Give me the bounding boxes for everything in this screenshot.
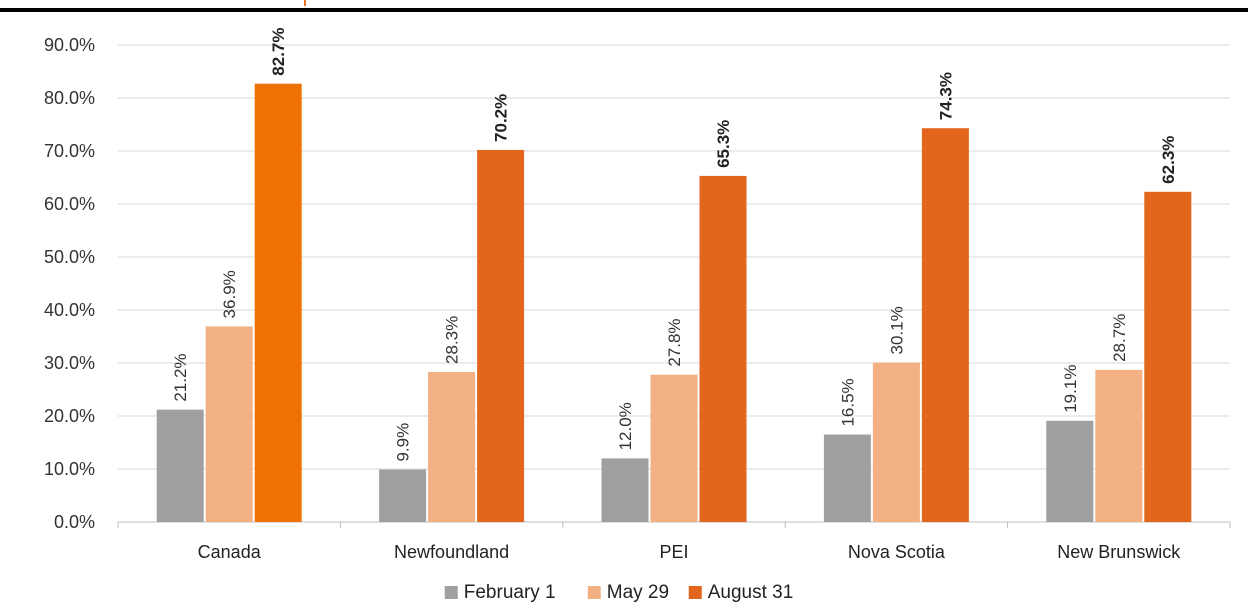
category-label: Newfoundland xyxy=(394,542,509,562)
x-axis-categories: Canada Newfoundland PEI Nova Scotia New Brun… xyxy=(198,542,1182,562)
data-label: 12.0% xyxy=(616,402,635,450)
bar xyxy=(601,458,649,522)
y-tick-label: 70.0% xyxy=(44,141,95,161)
y-tick-label: 20.0% xyxy=(44,406,95,426)
bar xyxy=(254,83,302,522)
category-label: Nova Scotia xyxy=(848,542,946,562)
category-label: PEI xyxy=(659,542,688,562)
data-label: 28.3% xyxy=(443,316,462,364)
data-label: 82.7% xyxy=(269,27,288,75)
bar xyxy=(872,362,920,522)
y-tick-label: 0.0% xyxy=(54,512,95,532)
data-label: 9.9% xyxy=(394,423,413,462)
bar xyxy=(428,372,476,522)
category-label: New Brunswick xyxy=(1057,542,1181,562)
bar xyxy=(1046,420,1094,522)
top-accent-mark xyxy=(304,0,306,6)
y-tick-label: 80.0% xyxy=(44,88,95,108)
y-axis-ticks: 0.0% 10.0% 20.0% 30.0% 40.0% 50.0% 60.0% 70.0% 8… xyxy=(44,35,95,532)
data-label: 21.2% xyxy=(171,353,190,401)
legend-swatch xyxy=(444,586,458,599)
data-labels: 21.2% 36.9% 82.7% 9.9% 28.3% 70.2% 12.0% 27.8% 6… xyxy=(171,27,1178,461)
bar xyxy=(156,409,204,522)
category-label: Canada xyxy=(198,542,262,562)
y-tick-label: 90.0% xyxy=(44,35,95,55)
data-label: 16.5% xyxy=(838,378,857,426)
y-tick-label: 30.0% xyxy=(44,353,95,373)
data-label: 65.3% xyxy=(714,120,733,168)
legend-swatch xyxy=(587,586,601,599)
data-label: 30.1% xyxy=(887,306,906,354)
bar xyxy=(921,128,969,522)
bar xyxy=(379,469,427,522)
bars xyxy=(156,83,1192,522)
bar xyxy=(205,326,253,522)
data-label: 70.2% xyxy=(492,94,511,142)
bar xyxy=(823,434,871,522)
y-tick-label: 50.0% xyxy=(44,247,95,267)
legend-swatch xyxy=(688,586,702,599)
data-label: 28.7% xyxy=(1110,314,1129,362)
bar xyxy=(477,149,525,522)
bar xyxy=(650,374,698,522)
legend-label: February 1 xyxy=(464,582,556,603)
y-tick-label: 10.0% xyxy=(44,459,95,479)
data-label: 19.1% xyxy=(1061,365,1080,413)
top-border-rule xyxy=(0,8,1248,12)
bar xyxy=(1095,369,1143,522)
data-label: 36.9% xyxy=(220,270,239,318)
legend: February 1 May 29 August 31 xyxy=(444,582,794,603)
data-label: 27.8% xyxy=(665,318,684,366)
y-tick-label: 60.0% xyxy=(44,194,95,214)
bar xyxy=(699,175,747,522)
bar xyxy=(1144,191,1192,522)
legend-label: August 31 xyxy=(708,582,794,603)
legend-label: May 29 xyxy=(607,582,669,603)
data-label: 74.3% xyxy=(936,72,955,120)
y-tick-label: 40.0% xyxy=(44,300,95,320)
data-label: 62.3% xyxy=(1159,136,1178,184)
